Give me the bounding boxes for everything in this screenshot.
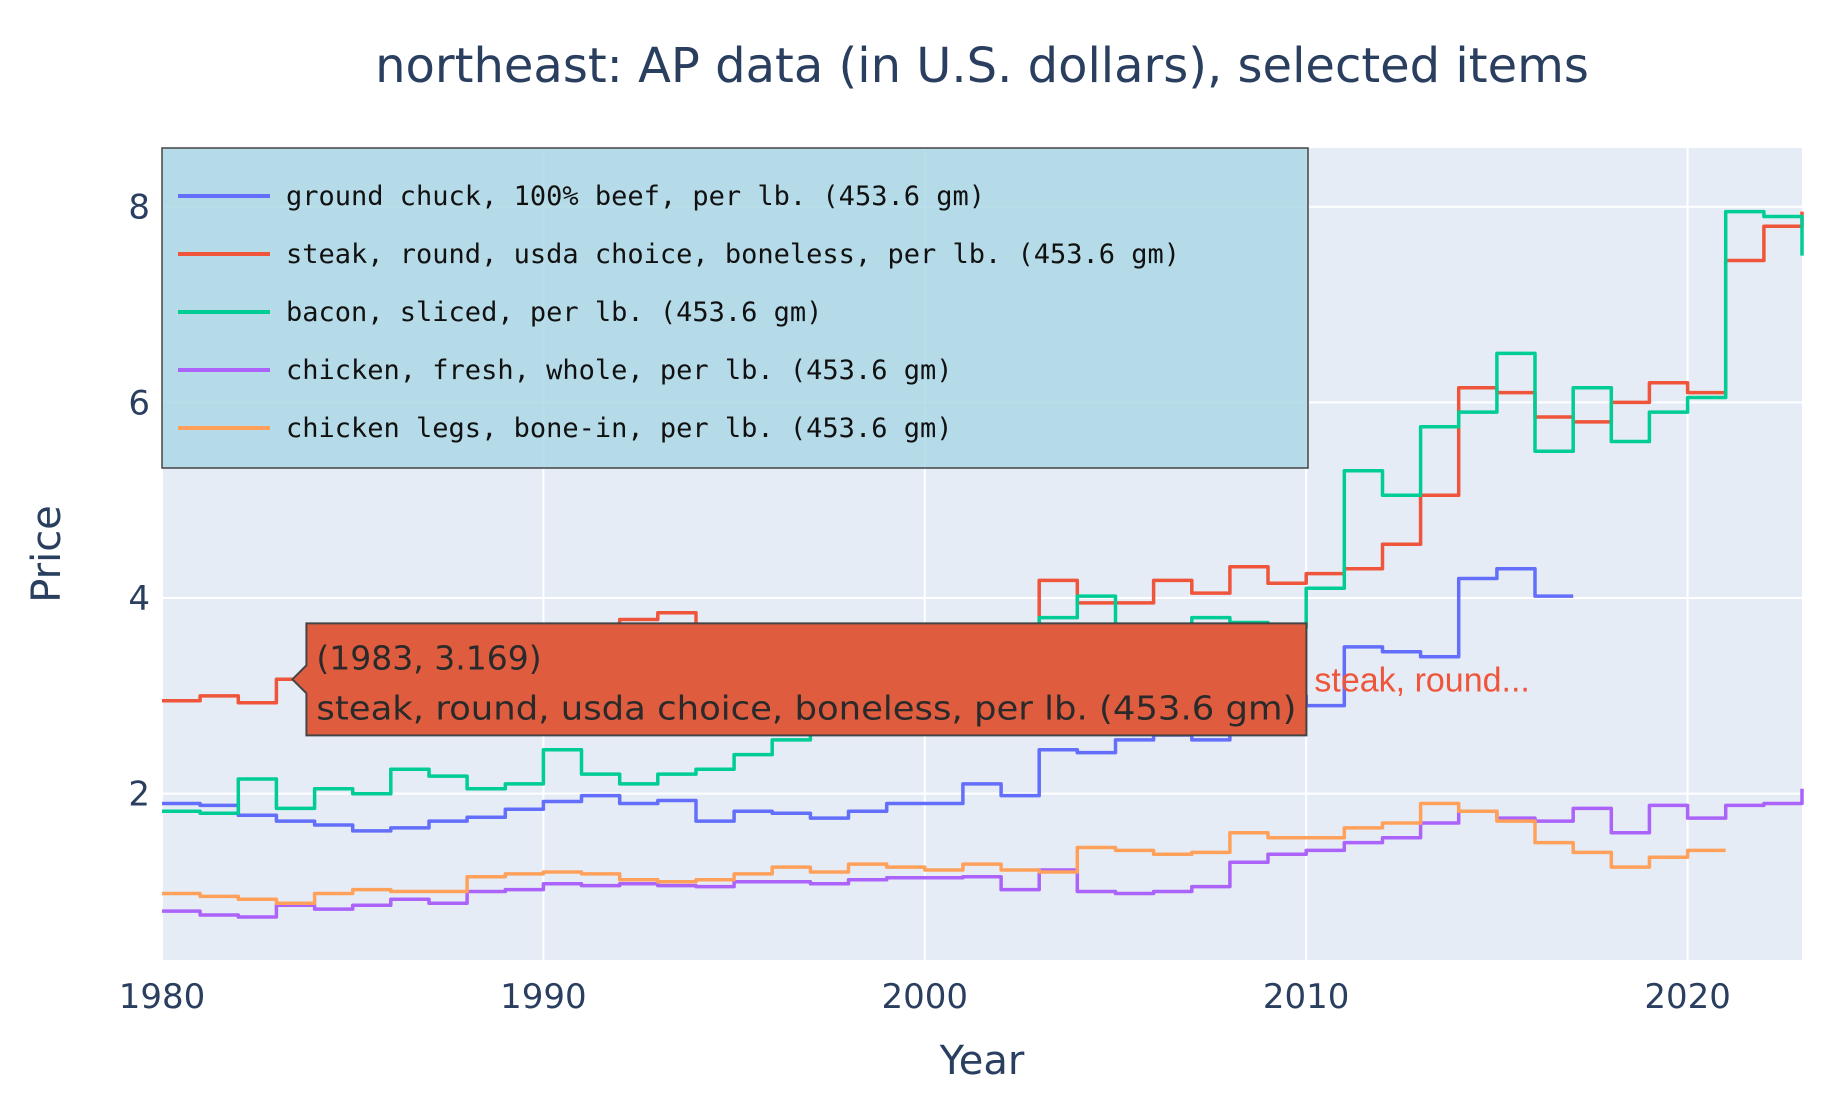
hover-tooltip: (1983, 3.169) steak, round, usda choice,… <box>291 622 1308 737</box>
x-tick-label: 2020 <box>1644 977 1731 1017</box>
legend-item-label: ground chuck, 100% beef, per lb. (453.6 … <box>286 181 985 212</box>
x-tick-label: 1980 <box>119 977 206 1017</box>
y-tick-label: 6 <box>128 383 150 423</box>
x-tick-label: 1990 <box>500 977 587 1017</box>
legend-item-label: bacon, sliced, per lb. (453.6 gm) <box>286 297 822 328</box>
legend-item-label: steak, round, usda choice, boneless, per… <box>286 239 1180 270</box>
series-line-1[interactable] <box>162 566 1574 833</box>
x-tick-label: 2010 <box>1263 977 1350 1017</box>
x-axis-title: Year <box>939 1038 1025 1084</box>
spike-series-label: steak, round... <box>1314 661 1529 699</box>
y-tick-label: 4 <box>128 579 150 619</box>
tooltip-series-name: steak, round, usda choice, boneless, per… <box>316 688 1296 727</box>
chart-title: northeast: AP data (in U.S. dollars), se… <box>375 38 1589 94</box>
y-axis-title: Price <box>24 505 70 603</box>
legend-item-label: chicken legs, bone-in, per lb. (453.6 gm… <box>286 413 952 444</box>
series-line-5[interactable] <box>162 801 1726 906</box>
axis-ticks: 2 4 6 8 1980 1990 2000 2010 2020 <box>119 188 1731 1017</box>
y-tick-label: 2 <box>128 775 150 815</box>
legend-box <box>161 147 1309 469</box>
tooltip-value: (1983, 3.169) <box>316 638 541 677</box>
legend-item-label: chicken, fresh, whole, per lb. (453.6 gm… <box>286 355 952 386</box>
x-tick-label: 2000 <box>882 977 969 1017</box>
y-tick-label: 8 <box>128 188 150 228</box>
legend: ground chuck, 100% beef, per lb. (453.6 … <box>161 147 1309 469</box>
tooltip-box <box>291 622 1308 737</box>
